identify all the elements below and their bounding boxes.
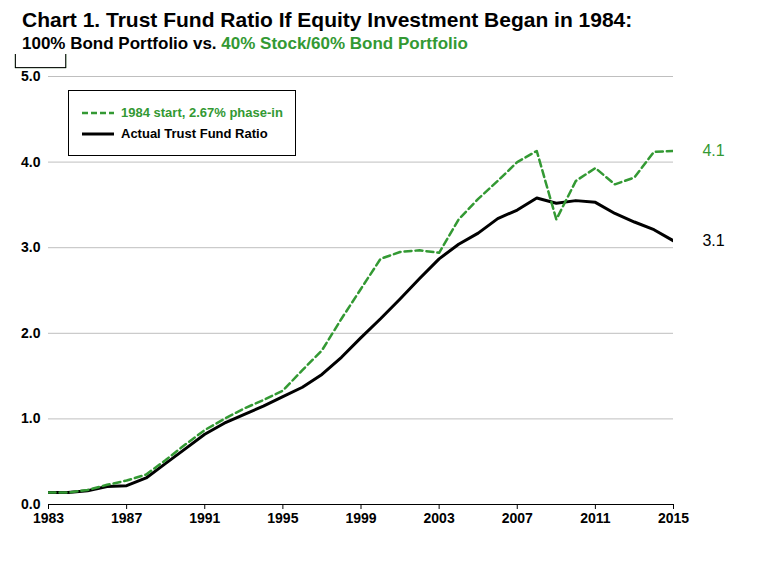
svg-text:3.0: 3.0	[21, 239, 41, 255]
svg-text:0.0: 0.0	[21, 496, 41, 512]
svg-text:2015: 2015	[658, 510, 689, 526]
svg-text:1991: 1991	[189, 510, 220, 526]
svg-text:2007: 2007	[502, 510, 533, 526]
html-text:100% Bond Portfolio vs. 40% St: 100% Bond Portfolio vs. 40% Stock/60% Bo…	[22, 34, 468, 53]
svg-text:2003: 2003	[424, 510, 455, 526]
svg-text:4.1: 4.1	[702, 142, 724, 159]
svg-text:2011: 2011	[580, 510, 611, 526]
svg-text:2.0: 2.0	[21, 325, 41, 341]
svg-text:1983: 1983	[33, 510, 64, 526]
html-text:1984 start, 2.67% phase-in: 1984 start, 2.67% phase-in	[121, 105, 283, 120]
html-text:Chart 1. Trust Fund Ratio If E: Chart 1. Trust Fund Ratio If Equity Inve…	[22, 8, 633, 31]
svg-text:1995: 1995	[267, 510, 298, 526]
html-text:Actual Trust Fund Ratio: Actual Trust Fund Ratio	[121, 126, 268, 141]
svg-text:4.0: 4.0	[21, 154, 41, 170]
svg-text:1999: 1999	[345, 510, 376, 526]
svg-text:3.1: 3.1	[702, 232, 724, 249]
svg-text:1987: 1987	[111, 510, 142, 526]
svg-text:5.0: 5.0	[21, 68, 41, 84]
svg-text:1.0: 1.0	[21, 410, 41, 426]
